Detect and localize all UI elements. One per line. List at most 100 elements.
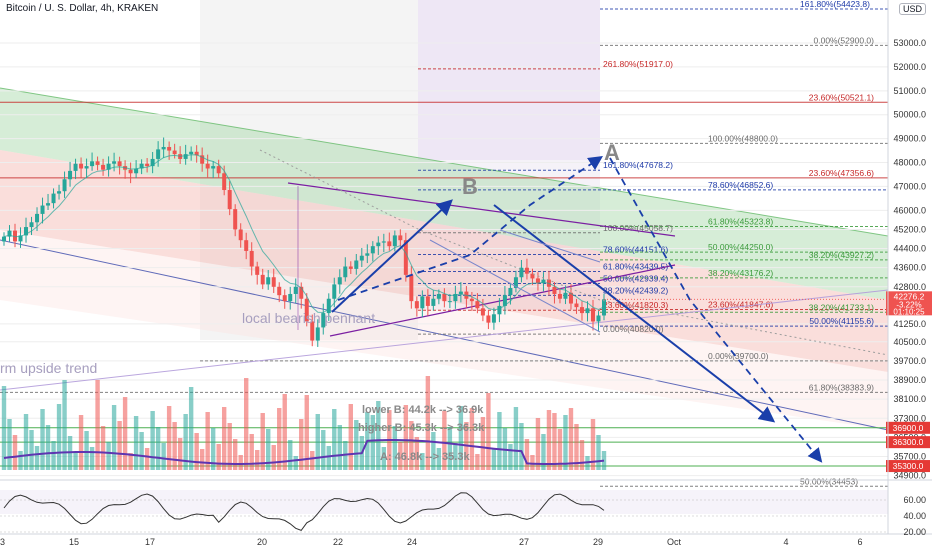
candle-body [277,286,282,296]
volume-bar [376,401,381,470]
volume-bar [183,414,188,470]
volume-bar [497,412,502,470]
candle-body [46,203,51,206]
x-tick-label: 15 [69,537,79,547]
currency-badge[interactable]: USD [898,3,926,15]
rsi-band [0,490,888,514]
volume-bar [310,451,315,470]
fib-level-label: 261.80%(51917.0) [603,59,673,69]
volume-bar [541,434,546,470]
volume-bar [431,432,436,470]
volume-bar [188,387,194,470]
candle-body [117,161,122,167]
volume-bar [398,442,403,470]
volume-bar [12,435,18,470]
volume-bar [486,393,491,470]
candle-body [205,163,210,169]
volume-bar [321,430,326,470]
volume-bar [122,397,128,470]
pennant-upper-line [287,182,676,237]
candle-body [376,242,381,247]
pennant-internal-line [429,239,601,333]
x-tick-label: 27 [519,537,529,547]
candle-body [227,190,232,210]
y-tick-label: 47000.0 [893,181,926,191]
volume-bar [425,376,431,470]
y-tick-label: 50000.0 [893,110,926,120]
candle-body [2,236,6,242]
pennant-internal-line [499,229,601,263]
candle-body [420,296,425,309]
y-tick-label: 53000.0 [893,38,926,48]
fib-level-label: 0.00%(40820.0) [603,324,664,334]
volume-bar [552,413,557,470]
fib-level-label: 38.20%(43176.2) [708,268,773,278]
fib-level-label: 78.60%(44151.6) [603,244,668,254]
candle-body [574,303,579,308]
fib-level-label: 161.80%(47678.2) [603,160,673,170]
y-tick-label: 43600.0 [893,263,926,273]
volume-bar [73,452,78,470]
impulse-arrow-up [331,199,453,313]
candle-body [530,273,535,279]
volume-bar [128,453,133,470]
candle-body [282,295,287,302]
volume-ma-line [3,439,605,465]
candle-body [90,161,95,167]
volume-bar [51,441,56,470]
shade-zone-2 [418,0,600,160]
volume-bar [403,405,409,470]
fib-level-label: 23.60%(50521.1) [809,92,874,102]
candle-body [563,292,568,299]
candle-body [288,293,293,302]
x-tick-label: 22 [333,537,343,547]
y-tick-label: 34900.0 [893,471,926,481]
candle-body [431,298,436,306]
channel-top-line [0,87,889,237]
candle-body [458,291,463,294]
candle-body [40,205,45,214]
volume-bar [530,455,535,470]
candle-body [387,241,392,247]
candle-body [222,173,227,191]
volume-bar [194,433,199,470]
candle-body [348,266,353,269]
candle-body [310,321,315,341]
candle-body [508,287,513,296]
volume-bar [590,419,596,470]
candle-body [442,293,447,302]
volume-bar [563,415,568,470]
y-tick-label: 40500.0 [893,337,926,347]
volume-bar [568,408,574,470]
volume-bar [216,444,221,470]
volume-bar [266,429,271,470]
candle-body [392,235,397,247]
wave-b-label: B [462,174,478,199]
candle-body [106,163,111,170]
x-tick-label: 24 [407,537,417,547]
volume-bar [436,448,442,470]
candle-body [381,241,386,243]
fib-level-label: 23.60%(41820.3) [603,300,668,310]
candle-body [216,166,221,174]
candle-body [150,158,155,167]
fib-level-label: 0.00%(52900.0) [814,35,875,45]
volume-bar [244,378,249,470]
rsi-tick-label: 60.00 [903,495,926,505]
candle-body [453,293,458,302]
volume-bar [282,394,287,470]
candle-body [62,179,67,192]
current-price-timer: 01:10:25 [893,307,925,316]
volume-bar [106,442,111,470]
channel-upper [0,88,888,300]
fib-level-label: 38.20%(43927.2) [809,250,874,260]
candle-body [557,293,562,299]
candle-body [304,298,309,322]
current-price-badge [886,291,932,316]
volume-bar [111,405,117,470]
volume-bar [133,416,139,470]
volume-bar [524,439,530,470]
y-tick-label: 38900.0 [893,375,926,385]
candle-body [238,229,243,241]
